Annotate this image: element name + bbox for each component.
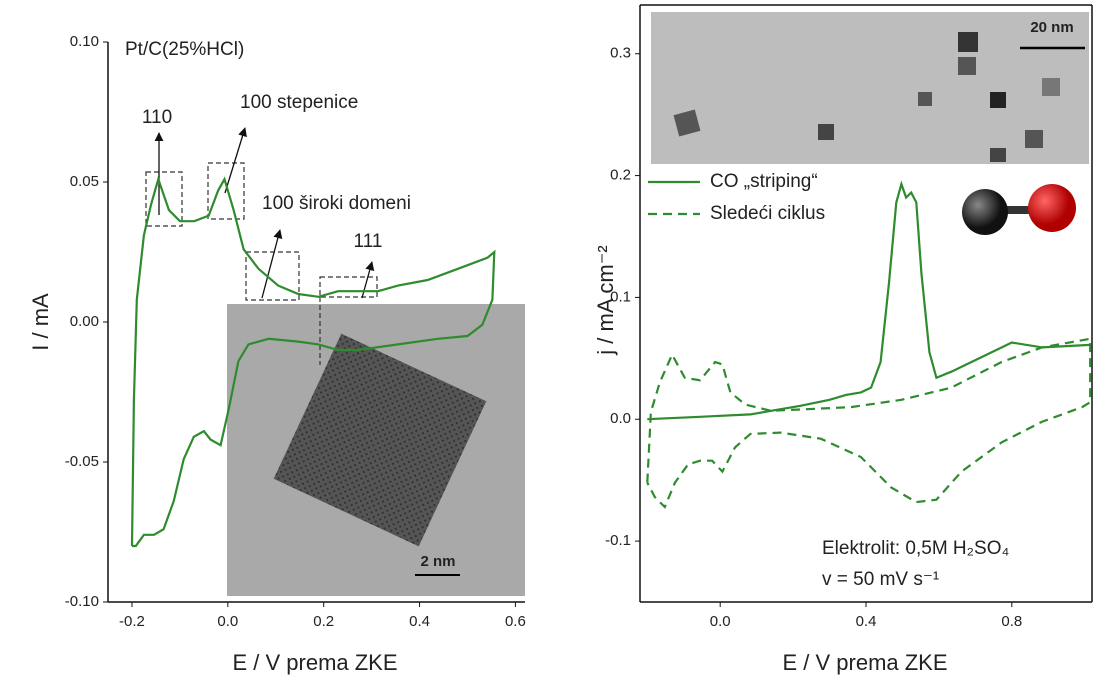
- x-tick-label: 0.0: [217, 613, 238, 630]
- y-tick-label: -0.1: [605, 532, 631, 549]
- annotation: 111: [354, 231, 383, 252]
- legend-label: Sledeći ciklus: [710, 203, 825, 224]
- annotation: 20 nm: [1030, 19, 1073, 36]
- y-tick-label: 0.2: [610, 167, 631, 184]
- x-tick-label: 0.6: [505, 613, 526, 630]
- y-tick-label: -0.05: [65, 453, 99, 470]
- tem-image-right: [651, 12, 1089, 164]
- x-tick-label: -0.2: [119, 613, 145, 630]
- annotation: Elektrolit: 0,5M H₂SO₄: [822, 538, 1009, 559]
- y-tick-label: 0.0: [610, 410, 631, 427]
- x-axis-label: E / V prema ZKE: [232, 650, 397, 675]
- y-tick-label: 0.00: [70, 313, 99, 330]
- annotation: Pt/C(25%HCl): [125, 39, 244, 60]
- tem-image-left: [227, 304, 525, 596]
- y-tick-label: -0.10: [65, 593, 99, 610]
- x-tick-label: 0.4: [856, 613, 877, 630]
- x-tick-label: 0.4: [409, 613, 430, 630]
- y-axis-label: j / mA cm⁻²: [593, 245, 618, 355]
- data-line: [646, 337, 1092, 509]
- x-tick-label: 0.2: [313, 613, 334, 630]
- y-tick-label: 0.1: [610, 288, 631, 305]
- annotation: 110: [142, 107, 172, 128]
- y-tick-label: 0.10: [70, 33, 99, 50]
- x-tick-label: 0.0: [710, 613, 731, 630]
- legend-label: CO „striping“: [710, 171, 818, 192]
- x-tick-label: 0.8: [1001, 613, 1022, 630]
- y-tick-label: 0.3: [610, 45, 631, 62]
- annotation: 100 široki domeni: [262, 193, 411, 214]
- annotation: 100 stepenice: [240, 92, 358, 113]
- data-line: [130, 175, 496, 548]
- x-axis-label: E / V prema ZKE: [782, 650, 947, 675]
- y-axis-label: I / mA: [28, 293, 53, 351]
- y-tick-label: 0.05: [70, 173, 99, 190]
- annotation: 2 nm: [420, 553, 455, 570]
- arrows: [154, 127, 375, 299]
- annotation: v = 50 mV s⁻¹: [822, 569, 939, 590]
- co-molecule: [962, 184, 1076, 235]
- peak-markers: [145, 162, 378, 365]
- data-line: [647, 180, 1091, 421]
